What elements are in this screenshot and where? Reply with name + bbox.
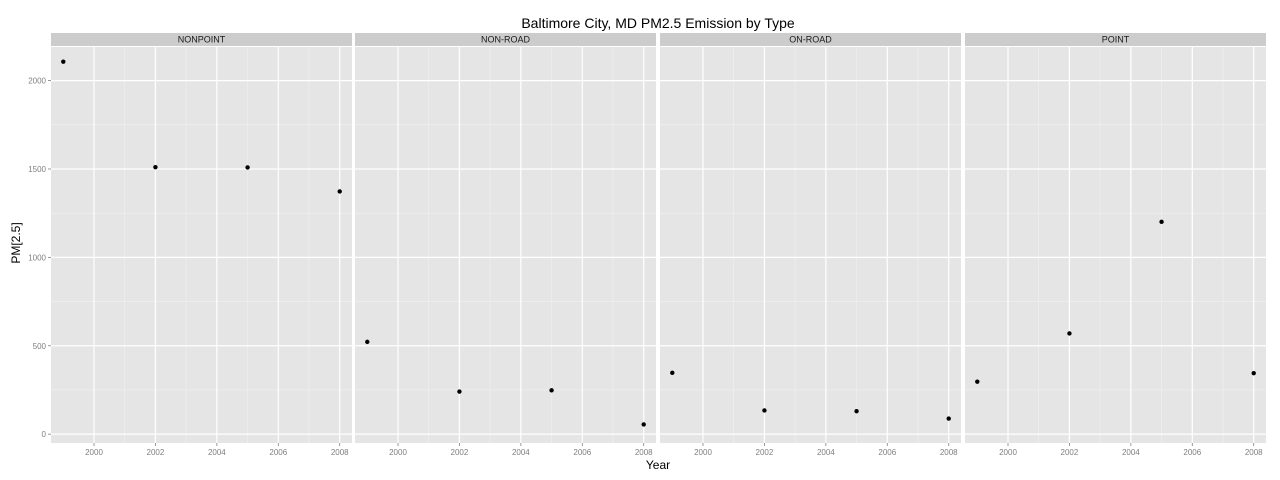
x-tick-label: 2004 xyxy=(817,448,835,457)
panel-background xyxy=(965,47,1266,443)
x-tick-label: 2002 xyxy=(1061,448,1079,457)
x-tick-label: 2004 xyxy=(512,448,530,457)
x-tick-label: 2000 xyxy=(694,448,712,457)
x-tick-label: 2002 xyxy=(756,448,774,457)
panel-background xyxy=(51,47,352,443)
y-axis: 0 500 1000 1500 2000 xyxy=(28,77,51,439)
panel-background xyxy=(660,47,961,443)
data-point xyxy=(762,408,767,413)
facet-strip xyxy=(51,33,352,46)
data-point xyxy=(1159,219,1164,225)
facet-panel-non-road: NON-ROAD 2000 2002 2004 2006 2008 xyxy=(355,33,656,457)
data-point xyxy=(61,59,66,64)
data-point xyxy=(1251,370,1256,376)
y-tick-label: 1000 xyxy=(28,253,46,262)
panel-background xyxy=(355,47,656,443)
facet-strip-label: POINT xyxy=(1102,35,1130,45)
x-tick-label: 2000 xyxy=(85,448,103,457)
y-axis-title: PM[2.5] xyxy=(9,222,23,263)
data-point xyxy=(946,416,951,421)
x-tick-label: 2000 xyxy=(999,448,1017,457)
y-tick-label: 1500 xyxy=(28,165,46,174)
data-point xyxy=(549,388,554,393)
data-point xyxy=(975,379,980,384)
y-tick-label: 500 xyxy=(33,342,47,351)
x-tick-label: 2006 xyxy=(1183,448,1201,457)
data-point xyxy=(1067,331,1072,336)
facet-panel-point: POINT 2000 2002 2004 2006 2008 xyxy=(965,33,1266,457)
facet-strip-label: ON-ROAD xyxy=(789,35,832,45)
facet-strip-label: NONPOINT xyxy=(178,35,226,45)
data-point xyxy=(337,189,342,194)
x-tick-label: 2002 xyxy=(147,448,165,457)
x-tick-label: 2002 xyxy=(451,448,469,457)
data-point xyxy=(457,389,462,394)
x-tick-label: 2006 xyxy=(878,448,896,457)
facet-strip xyxy=(355,33,656,46)
x-tick-label: 2008 xyxy=(1245,448,1263,457)
x-tick-label: 2006 xyxy=(573,448,591,457)
y-tick-label: 2000 xyxy=(28,77,46,86)
facet-panel-nonpoint: NONPOINT 2000 2002 2004 2006 2008 xyxy=(51,33,352,457)
x-tick-label: 2004 xyxy=(1122,448,1140,457)
facet-strip-label: NON-ROAD xyxy=(481,35,530,45)
facet-panels: NONPOINT 2000 2002 2004 2006 2008 NON-ROAD 2000… xyxy=(51,33,1266,457)
data-point xyxy=(153,165,158,170)
x-axis-title: Year xyxy=(646,458,670,472)
x-tick-label: 2000 xyxy=(389,448,407,457)
x-tick-label: 2004 xyxy=(208,448,226,457)
data-point xyxy=(365,339,370,345)
x-tick-label: 2006 xyxy=(269,448,287,457)
facet-panel-on-road: ON-ROAD 2000 2002 2004 2006 2008 xyxy=(660,33,961,457)
chart-title: Baltimore City, MD PM2.5 Emission by Typ… xyxy=(521,15,795,31)
facet-strip xyxy=(965,33,1266,46)
data-point xyxy=(641,422,646,427)
x-tick-label: 2008 xyxy=(635,448,653,457)
data-point xyxy=(854,408,859,414)
data-point xyxy=(245,165,250,170)
x-tick-label: 2008 xyxy=(940,448,958,457)
facet-strip xyxy=(660,33,961,46)
data-point xyxy=(670,370,675,376)
x-tick-label: 2008 xyxy=(331,448,349,457)
y-tick-label: 0 xyxy=(42,430,47,439)
